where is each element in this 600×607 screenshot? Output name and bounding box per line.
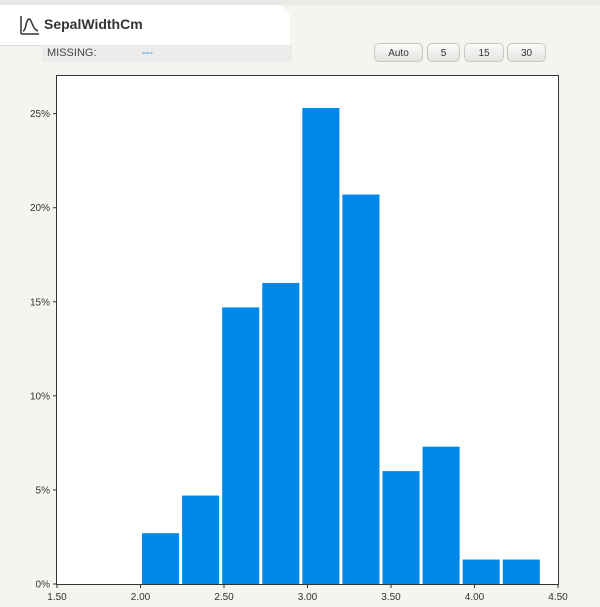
histogram-bar[interactable] [422, 446, 460, 584]
y-tick-label: 0% [36, 580, 51, 591]
x-tick-label: 4.00 [465, 592, 485, 603]
bins-auto-button[interactable]: Auto [374, 43, 423, 62]
histogram-bar[interactable] [462, 559, 500, 584]
missing-row: MISSING: --- [42, 45, 292, 62]
histogram-bar[interactable] [222, 307, 260, 584]
x-tick-label: 1.50 [47, 592, 67, 603]
missing-value: --- [142, 47, 153, 59]
x-tick-label: 2.00 [131, 592, 151, 603]
histogram-bar[interactable] [382, 471, 420, 584]
histogram-bar[interactable] [142, 533, 180, 584]
bins-15-button[interactable]: 15 [464, 43, 504, 62]
x-tick-label: 3.50 [381, 592, 401, 603]
bins-30-button[interactable]: 30 [507, 43, 546, 62]
y-tick-label: 5% [36, 485, 51, 496]
x-tick-label: 4.50 [548, 592, 568, 603]
title-tab: SepalWidthCm [0, 5, 290, 46]
missing-label: MISSING: [47, 47, 97, 59]
column-title: SepalWidthCm [44, 16, 143, 32]
y-tick-label: 25% [30, 109, 50, 120]
x-tick-label: 2.50 [214, 592, 234, 603]
distribution-icon [20, 16, 39, 35]
y-tick-label: 20% [30, 203, 50, 214]
histogram-bar[interactable] [502, 559, 540, 584]
bins-5-button[interactable]: 5 [427, 43, 460, 62]
histogram-bar[interactable] [262, 282, 300, 584]
y-tick-label: 15% [30, 297, 50, 308]
histogram-bar[interactable] [302, 107, 340, 585]
histogram-bar[interactable] [182, 495, 220, 584]
histogram-bar[interactable] [342, 194, 380, 585]
x-tick-label: 3.00 [298, 592, 318, 603]
y-tick-label: 10% [30, 391, 50, 402]
